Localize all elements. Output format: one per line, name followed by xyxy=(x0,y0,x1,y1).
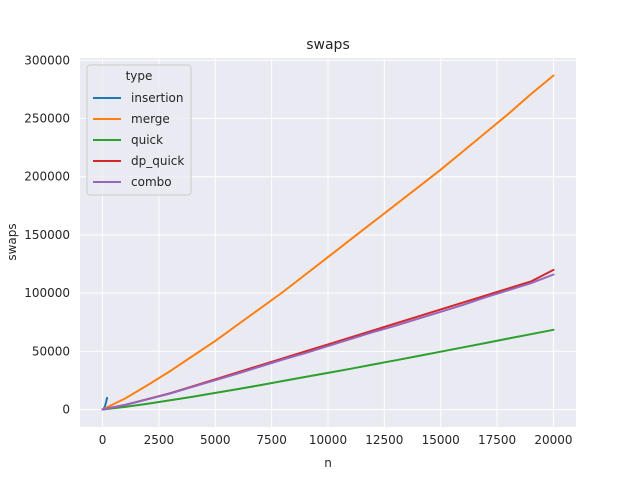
legend-label-insertion: insertion xyxy=(131,91,184,105)
x-tick-label: 17500 xyxy=(478,433,516,447)
x-tick-label: 10000 xyxy=(309,433,347,447)
y-tick-label: 250000 xyxy=(24,112,70,126)
y-tick-label: 50000 xyxy=(32,344,70,358)
series-lines xyxy=(101,74,555,411)
legend-label-combo: combo xyxy=(131,175,172,189)
x-tick-label: 0 xyxy=(99,433,107,447)
legend-label-dp-quick: dp_quick xyxy=(131,154,184,168)
y-axis-label: swaps xyxy=(5,223,19,260)
y-axis-ticks: 0 50000 100000 150000 200000 250000 300000 xyxy=(24,53,70,416)
series-line-quick xyxy=(101,328,555,411)
chart-title: swaps xyxy=(306,37,350,53)
legend-title: type xyxy=(126,69,153,83)
x-tick-label: 12500 xyxy=(365,433,403,447)
series-line-merge xyxy=(101,74,555,411)
y-tick-label: 200000 xyxy=(24,170,70,184)
x-tick-label: 20000 xyxy=(534,433,572,447)
x-tick-label: 2500 xyxy=(144,433,175,447)
x-tick-label: 5000 xyxy=(200,433,231,447)
series-line-combo xyxy=(101,273,555,411)
x-tick-label: 7500 xyxy=(256,433,287,447)
grid-lines xyxy=(80,58,576,427)
legend-label-merge: merge xyxy=(131,112,170,126)
y-tick-label: 100000 xyxy=(24,286,70,300)
x-axis-ticks: 0 2500 5000 7500 10000 12500 15000 17500 20000 xyxy=(99,433,573,447)
y-tick-label: 150000 xyxy=(24,228,70,242)
x-tick-label: 15000 xyxy=(422,433,460,447)
y-tick-label: 300000 xyxy=(24,53,70,67)
x-axis-label: n xyxy=(324,456,332,470)
legend-label-quick: quick xyxy=(131,133,163,147)
y-tick-label: 0 xyxy=(62,403,70,417)
